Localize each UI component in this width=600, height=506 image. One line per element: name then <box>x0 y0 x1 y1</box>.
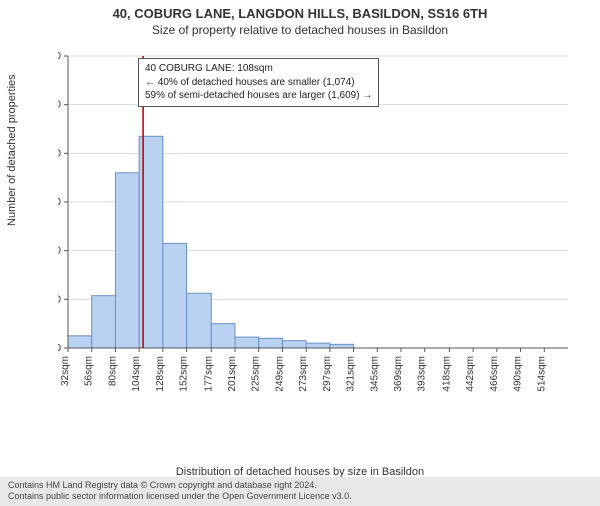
svg-text:201sqm: 201sqm <box>227 356 238 392</box>
svg-text:400: 400 <box>58 246 61 257</box>
svg-text:442sqm: 442sqm <box>465 356 476 392</box>
title-main: 40, COBURG LANE, LANGDON HILLS, BASILDON… <box>0 6 600 21</box>
svg-text:200: 200 <box>58 294 61 305</box>
svg-text:152sqm: 152sqm <box>179 356 190 392</box>
chart-area: 0 200 400 600 800 1000 1200 32sqm 56sqm 80sqm 104s… <box>58 50 578 410</box>
annotation-line2: ← 40% of detached houses are smaller (1,… <box>145 76 372 90</box>
svg-text:273sqm: 273sqm <box>298 356 309 392</box>
svg-text:128sqm: 128sqm <box>155 356 166 392</box>
annotation-box: 40 COBURG LANE: 108sqm ← 40% of detached… <box>138 58 379 107</box>
svg-text:369sqm: 369sqm <box>393 356 404 392</box>
title-sub: Size of property relative to detached ho… <box>0 23 600 37</box>
svg-text:32sqm: 32sqm <box>60 356 71 386</box>
svg-text:490sqm: 490sqm <box>513 356 524 392</box>
svg-text:800: 800 <box>58 148 61 159</box>
svg-text:514sqm: 514sqm <box>536 356 547 392</box>
svg-text:1000: 1000 <box>58 100 61 111</box>
svg-text:345sqm: 345sqm <box>369 356 380 392</box>
svg-text:0: 0 <box>58 343 61 354</box>
svg-text:418sqm: 418sqm <box>441 356 452 392</box>
y-axis-label: Number of detached properties <box>6 74 18 226</box>
annotation-line1: 40 COBURG LANE: 108sqm <box>145 62 372 76</box>
svg-text:321sqm: 321sqm <box>346 356 357 392</box>
footer: Contains HM Land Registry data © Crown c… <box>0 477 600 506</box>
svg-text:80sqm: 80sqm <box>107 356 118 386</box>
svg-text:393sqm: 393sqm <box>417 356 428 392</box>
footer-line2: Contains public sector information licen… <box>8 491 592 503</box>
svg-text:466sqm: 466sqm <box>489 356 500 392</box>
svg-text:1200: 1200 <box>58 51 61 62</box>
svg-text:225sqm: 225sqm <box>251 356 262 392</box>
footer-line1: Contains HM Land Registry data © Crown c… <box>8 480 592 492</box>
svg-text:56sqm: 56sqm <box>84 356 95 386</box>
svg-text:249sqm: 249sqm <box>274 356 285 392</box>
svg-text:297sqm: 297sqm <box>322 356 333 392</box>
annotation-line3: 59% of semi-detached houses are larger (… <box>145 89 372 103</box>
svg-text:177sqm: 177sqm <box>203 356 214 392</box>
svg-text:104sqm: 104sqm <box>131 356 142 392</box>
svg-text:600: 600 <box>58 197 61 208</box>
